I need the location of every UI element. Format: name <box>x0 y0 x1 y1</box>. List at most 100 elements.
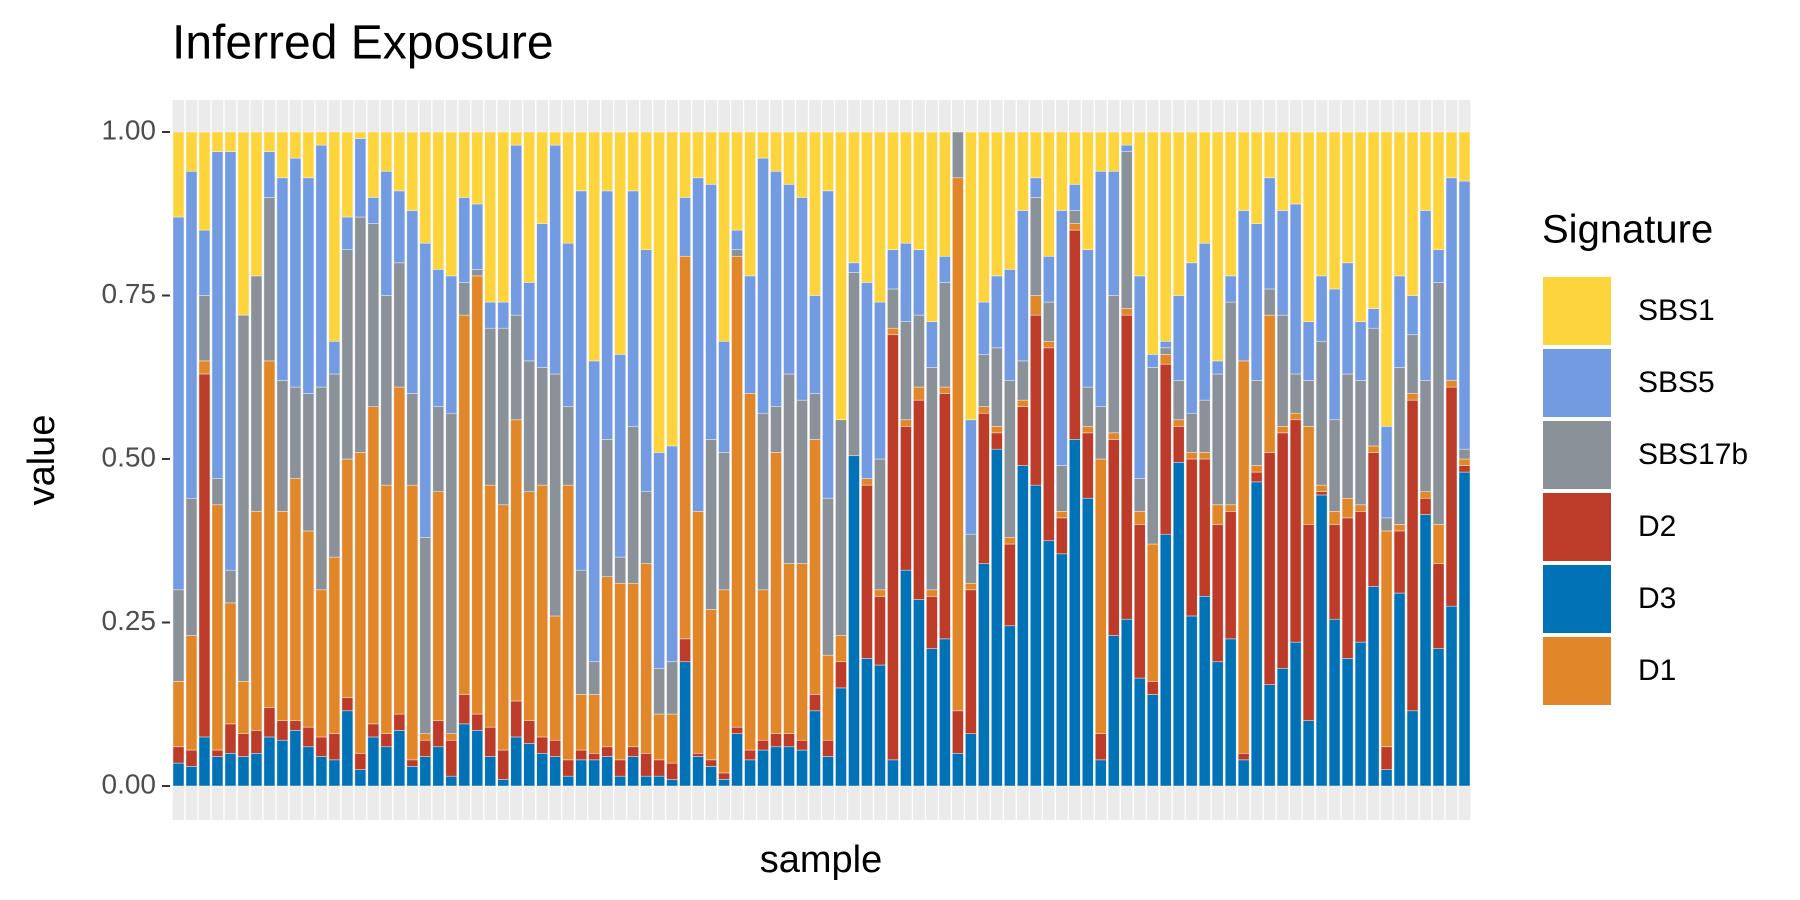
bar-segment <box>1107 295 1120 434</box>
bar-segment <box>263 151 276 198</box>
bar-segment <box>783 184 795 375</box>
bar-segment <box>1107 432 1120 440</box>
bar-segment <box>562 759 574 777</box>
bar-segment <box>367 131 380 198</box>
bar-segment <box>1082 249 1094 388</box>
bar-segment <box>1211 504 1224 525</box>
bar-segment <box>614 556 626 584</box>
bar-segment <box>588 360 600 663</box>
bar-segment <box>523 720 536 744</box>
bar-segment <box>471 131 484 205</box>
bar-segment <box>549 756 562 787</box>
bar-segment <box>1432 648 1445 787</box>
bar-segment <box>653 452 665 669</box>
bar-segment <box>1458 471 1471 787</box>
bar-segment <box>731 229 743 251</box>
bar-segment <box>367 736 380 787</box>
bar-segment <box>1133 511 1146 525</box>
bar-segment <box>1380 746 1393 770</box>
bar-segment <box>536 223 549 368</box>
bar-segment <box>666 762 678 780</box>
bar-segment <box>172 131 185 218</box>
bar-segment <box>770 733 782 748</box>
bar-segment <box>419 756 432 787</box>
bar-segment <box>1419 491 1432 499</box>
bar-segment <box>900 425 912 571</box>
bar-segment <box>536 484 549 738</box>
bar-segment <box>1056 210 1068 466</box>
bar-segment <box>458 282 471 316</box>
bar-segment <box>1082 425 1094 434</box>
bar-segment <box>237 131 250 316</box>
bar-segment <box>588 131 600 362</box>
bar-segment <box>783 563 795 734</box>
bar-segment <box>224 569 237 604</box>
bar-segment <box>1276 210 1289 316</box>
bar-segment <box>627 756 639 787</box>
bar-segment <box>1419 210 1432 381</box>
bar-segment <box>991 131 1003 277</box>
bar-segment <box>770 131 782 172</box>
bar-segment <box>458 314 471 695</box>
bar-segment <box>1107 131 1120 172</box>
bar-segment <box>185 749 198 767</box>
bar-segment <box>1315 491 1328 496</box>
bar-segment <box>705 439 717 610</box>
bar-segment <box>510 700 523 738</box>
bar-segment <box>302 530 315 728</box>
bar-segment <box>1056 131 1068 211</box>
bar-segment <box>1406 131 1419 296</box>
bar-segment <box>1419 497 1432 515</box>
bar-segment <box>627 131 639 192</box>
bar-segment <box>1328 618 1341 787</box>
bar-segment <box>809 710 821 787</box>
bar-segment <box>1419 514 1432 787</box>
y-axis-label: value <box>21 415 63 506</box>
bar-segment <box>185 766 198 787</box>
bar-segment <box>367 723 380 738</box>
bar-segment <box>1289 373 1302 414</box>
bar-segment <box>432 131 445 270</box>
bar-segment <box>1276 131 1289 211</box>
bar-segment <box>1056 511 1068 519</box>
bar-segment <box>276 720 289 741</box>
bar-segment <box>887 249 899 290</box>
bar-segment <box>679 638 691 663</box>
bar-segment <box>1367 586 1380 787</box>
bar-segment <box>1030 131 1042 179</box>
legend-swatch <box>1541 347 1613 419</box>
bar-segment <box>263 131 276 152</box>
legend-swatch <box>1541 419 1613 491</box>
bar-segment <box>562 242 574 407</box>
bar-segment <box>887 327 899 336</box>
bar-segment <box>575 569 587 695</box>
bar-segment <box>991 448 1003 787</box>
bar-segment <box>1146 694 1159 787</box>
bar-segment <box>1445 177 1458 381</box>
bar-segment <box>198 736 211 787</box>
bar-segment <box>315 736 328 757</box>
bar-segment <box>614 354 626 558</box>
bar-segment <box>458 197 471 283</box>
bar-segment <box>289 157 302 388</box>
bar-segment <box>406 759 419 767</box>
bar-segment <box>1328 288 1341 421</box>
bar-segment <box>1315 131 1328 277</box>
bar-segment <box>731 249 743 257</box>
bar-segment <box>523 282 536 362</box>
bar-segment <box>1432 131 1445 251</box>
bar-segment <box>1432 524 1445 564</box>
bar-segment <box>1094 759 1107 787</box>
bar-segment <box>1069 439 1081 787</box>
bar-segment <box>757 157 769 414</box>
bar-segment <box>211 478 224 506</box>
bar-segment <box>1341 517 1354 659</box>
bar-segment <box>237 733 250 757</box>
bar-segment <box>1043 340 1055 349</box>
bar-segment <box>1082 497 1094 787</box>
bar-segment <box>601 131 613 192</box>
bar-segment <box>1250 481 1263 787</box>
bar-segment <box>497 504 510 751</box>
bar-segment <box>900 419 912 427</box>
bar-segment <box>1237 210 1250 362</box>
